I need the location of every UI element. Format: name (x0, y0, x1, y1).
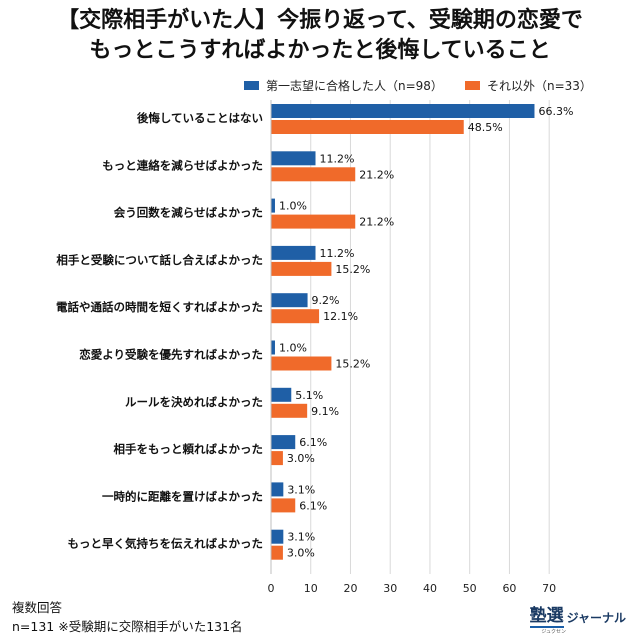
bar (271, 529, 284, 544)
data-label: 3.0% (287, 452, 315, 465)
data-label: 15.2% (335, 263, 370, 276)
x-tick-label: 10 (304, 582, 318, 595)
data-label: 9.1% (311, 405, 339, 418)
category-label: もっと連絡を減らせばよかった (102, 158, 263, 172)
bar (271, 340, 275, 355)
bar (271, 261, 332, 276)
bar (271, 120, 464, 134)
bar (271, 545, 283, 560)
x-tick-label: 0 (268, 582, 275, 595)
category-label: 相手と受験について話し合えばよかった (56, 253, 263, 267)
data-label: 11.2% (320, 152, 355, 165)
data-label: 3.1% (287, 483, 315, 496)
data-label: 3.1% (287, 531, 315, 544)
bar (271, 245, 316, 260)
category-label: ルールを決めればよかった (125, 395, 263, 409)
logo-ruby: ジュクセン (541, 629, 566, 635)
bar (271, 167, 356, 182)
legend-entry: それ以外（n=33） (487, 79, 592, 93)
category-label: 一時的に距離を置けばよかった (102, 489, 263, 503)
x-tick-label: 40 (423, 582, 437, 595)
data-label: 5.1% (295, 389, 323, 402)
data-label: 1.0% (279, 342, 307, 355)
data-label: 21.2% (359, 216, 394, 229)
category-label: 恋愛より受験を優先すればよかった (79, 348, 263, 362)
x-tick-label: 50 (463, 582, 477, 595)
data-label: 12.1% (323, 310, 358, 323)
logo-kana: ジャーナル (566, 611, 626, 625)
data-label: 21.2% (359, 168, 394, 181)
data-label: 3.0% (287, 547, 315, 560)
bar-chart: 0 10 20 30 40 50 60 70 第一志望に合格した人（n=98） それ以外（n=33… (56, 78, 592, 595)
bar (271, 293, 308, 308)
bar (271, 309, 320, 324)
data-label: 6.1% (299, 436, 327, 449)
bar (271, 356, 332, 371)
footer-note-sample: n=131 ※受験期に交際相手がいた131名 (12, 619, 243, 634)
x-tick-label: 60 (502, 582, 516, 595)
data-label: 66.3% (538, 105, 573, 118)
data-label: 6.1% (299, 499, 327, 512)
data-label: 9.2% (312, 294, 340, 307)
title-line-1: 【交際相手がいた人】今振り返って、受験期の恋愛で (57, 8, 583, 33)
bar (271, 214, 356, 229)
category-label: 会う回数を減らせばよかった (113, 206, 263, 220)
x-tick-label: 30 (383, 582, 397, 595)
data-label: 11.2% (320, 247, 355, 260)
logo-kanji: 塾選 (529, 606, 564, 628)
x-tick-label: 20 (343, 582, 357, 595)
bar (271, 403, 308, 418)
bar (271, 198, 275, 213)
category-label: 後悔していることはない (137, 111, 263, 125)
footer-note-multiple-answers: 複数回答 (12, 600, 63, 615)
category-label: 電話や通話の時間を短くすればよかった (56, 300, 263, 314)
bar (271, 387, 292, 402)
bar (271, 451, 283, 466)
category-label: 相手をもっと頼ればよかった (114, 442, 264, 456)
bar (271, 104, 535, 118)
data-label: 48.5% (468, 121, 503, 134)
data-label: 15.2% (335, 358, 370, 371)
bar (271, 435, 296, 450)
chart-footer: 複数回答 n=131 ※受験期に交際相手がいた131名 (12, 598, 243, 636)
data-label: 1.0% (279, 200, 307, 213)
x-tick-label: 70 (542, 582, 556, 595)
bar (271, 482, 284, 497)
legend-entry: 第一志望に合格した人（n=98） (266, 78, 443, 93)
bar (271, 151, 316, 166)
brand-logo: 塾選 ジャーナル ジュクセン (529, 606, 626, 635)
category-label: もっと早く気持ちを伝えればよかった (68, 537, 264, 551)
title-line-2: もっとこうすればよかったと後悔していること (89, 38, 551, 63)
legend-swatch (244, 81, 259, 90)
bar (271, 498, 296, 513)
legend-swatch (465, 81, 480, 90)
chart-title: 【交際相手がいた人】今振り返って、受験期の恋愛で もっとこうすればよかったと後悔… (0, 6, 640, 66)
